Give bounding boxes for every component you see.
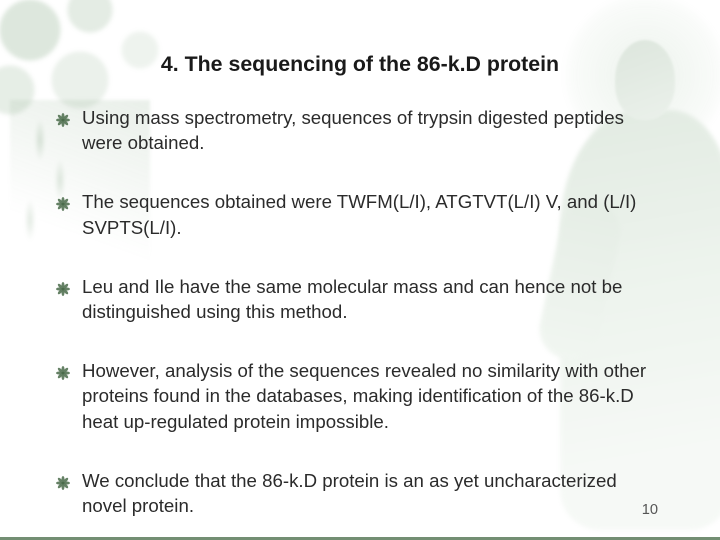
flower-bullet-icon <box>56 471 70 485</box>
slide: 4. The sequencing of the 86-k.D protein … <box>0 0 720 540</box>
bullet-item: However, analysis of the sequences revea… <box>82 358 664 434</box>
bullet-text: We conclude that the 86-k.D protein is a… <box>82 470 617 516</box>
slide-title: 4. The sequencing of the 86-k.D protein <box>56 52 664 77</box>
flower-bullet-icon <box>56 192 70 206</box>
bullet-text: The sequences obtained were TWFM(L/I), A… <box>82 191 636 237</box>
flower-bullet-icon <box>56 277 70 291</box>
bullet-text: However, analysis of the sequences revea… <box>82 360 646 431</box>
bullet-item: Using mass spectrometry, sequences of tr… <box>82 105 664 155</box>
bullet-item: The sequences obtained were TWFM(L/I), A… <box>82 189 664 239</box>
bullet-list: Using mass spectrometry, sequences of tr… <box>56 105 664 518</box>
bullet-item: Leu and Ile have the same molecular mass… <box>82 274 664 324</box>
bullet-item: We conclude that the 86-k.D protein is a… <box>82 468 664 518</box>
slide-number: 10 <box>642 502 658 518</box>
flower-bullet-icon <box>56 108 70 122</box>
flower-bullet-icon <box>56 361 70 375</box>
bullet-text: Using mass spectrometry, sequences of tr… <box>82 107 624 153</box>
bullet-text: Leu and Ile have the same molecular mass… <box>82 276 622 322</box>
